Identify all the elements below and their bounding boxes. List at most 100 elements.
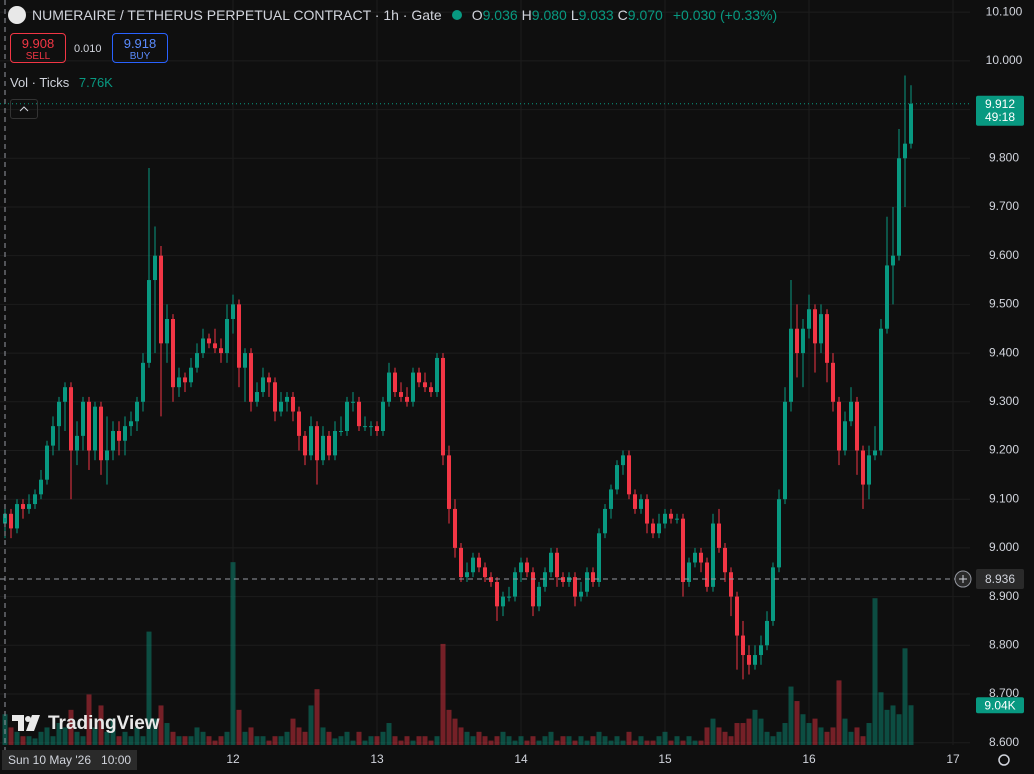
volume-bar	[308, 705, 314, 745]
crosshair-price-label: 8.936	[985, 572, 1015, 586]
buy-price: 9.918	[123, 36, 157, 51]
candle-body	[158, 255, 163, 344]
candle-body	[759, 645, 764, 656]
x-tick-label: 14	[514, 752, 528, 766]
y-tick-label: 9.200	[989, 443, 1019, 457]
candle-body	[86, 401, 91, 451]
candle-body	[260, 377, 265, 393]
candle-body	[753, 655, 758, 665]
candle-body	[74, 435, 79, 451]
volume-bar	[446, 709, 452, 745]
candle-body	[110, 431, 115, 451]
volume-bar	[452, 718, 458, 745]
volume-bar	[710, 718, 716, 745]
sell-price: 9.908	[21, 36, 55, 51]
candle-body	[296, 411, 301, 436]
legend-key: L	[570, 7, 579, 23]
volume-bar	[194, 727, 200, 745]
candle-body	[591, 572, 596, 582]
candle-body	[308, 426, 313, 456]
volume-bar	[746, 718, 752, 745]
candle-body	[633, 494, 638, 509]
volume-bar	[698, 740, 704, 745]
candle-body	[819, 314, 824, 344]
volume-bar	[824, 731, 830, 745]
candle-body	[314, 426, 319, 461]
volume-bar	[218, 736, 224, 745]
volume-bar	[422, 736, 428, 745]
legend-value: 9.080	[531, 7, 567, 23]
candle-body	[410, 372, 415, 402]
candle-body	[837, 401, 842, 451]
volume-bar	[350, 740, 356, 745]
watermark-logo	[12, 715, 40, 731]
candle-body	[152, 255, 157, 281]
volume-value: 7.76K	[78, 75, 113, 90]
candle-body	[476, 557, 481, 568]
volume-bar	[614, 736, 620, 745]
volume-bar	[8, 727, 14, 745]
symbol-title[interactable]: NUMERAIRE / TETHERUS PERPETUAL CONTRACT …	[32, 7, 442, 23]
candle-body	[446, 455, 451, 509]
volume-bar	[20, 736, 26, 745]
volume-bar	[860, 736, 866, 745]
candle-body	[525, 562, 530, 573]
volume-bar	[806, 723, 812, 745]
volume-bar	[656, 736, 662, 745]
volume-bar	[170, 731, 176, 745]
volume-bar	[104, 731, 110, 745]
buy-button[interactable]: 9.918 BUY	[112, 33, 168, 63]
volume-bar	[608, 740, 614, 745]
candle-body	[278, 401, 283, 412]
volume-bar	[830, 727, 836, 745]
volume-value-box	[976, 697, 1024, 714]
settings-button[interactable]	[998, 754, 1010, 766]
x-tick-label: 12	[226, 752, 240, 766]
candle-body	[681, 518, 686, 582]
volume-bar	[674, 736, 680, 745]
candle-body	[843, 421, 848, 451]
y-tick-label: 8.700	[989, 686, 1019, 700]
candle-body	[248, 353, 253, 402]
volume-bar	[686, 736, 692, 745]
volume-bar	[242, 731, 248, 745]
volume-bar	[542, 736, 548, 745]
sell-button[interactable]: 9.908 SELL	[10, 33, 66, 63]
volume-bar	[482, 736, 488, 745]
candle-body	[452, 508, 457, 548]
candle-body	[705, 562, 710, 587]
crosshair-price-box	[976, 569, 1024, 590]
volume-value-label: 9.04K	[984, 698, 1015, 712]
candle-body	[897, 158, 902, 256]
candle-body	[134, 401, 139, 422]
candle-body	[861, 450, 866, 485]
legend-value: 9.036	[482, 7, 518, 23]
watermark: TradingView	[12, 713, 160, 735]
volume-bar	[470, 736, 476, 745]
volume-bar	[506, 736, 512, 745]
volume-bar	[602, 736, 608, 745]
candle-body	[555, 552, 560, 578]
volume-bar	[758, 718, 764, 745]
candle-body	[332, 431, 337, 456]
collapse-button[interactable]	[10, 99, 38, 119]
x-tick-label: 15	[658, 752, 672, 766]
candle-body	[657, 523, 662, 534]
candle-body	[873, 450, 878, 456]
market-status	[451, 10, 462, 20]
volume-bar	[716, 727, 722, 745]
volume-bar	[782, 723, 788, 745]
volume-bar	[566, 736, 572, 745]
candle-body	[230, 304, 235, 319]
volume-bar	[236, 709, 242, 745]
candle-body	[188, 367, 193, 383]
volume-bar	[896, 714, 902, 745]
volume-bar	[362, 740, 368, 745]
volume-bar	[32, 738, 38, 745]
candle-body	[867, 455, 872, 485]
volume-bar	[278, 736, 284, 745]
volume-bar	[272, 736, 278, 745]
candle-body	[218, 348, 223, 354]
candle-body	[236, 304, 241, 368]
